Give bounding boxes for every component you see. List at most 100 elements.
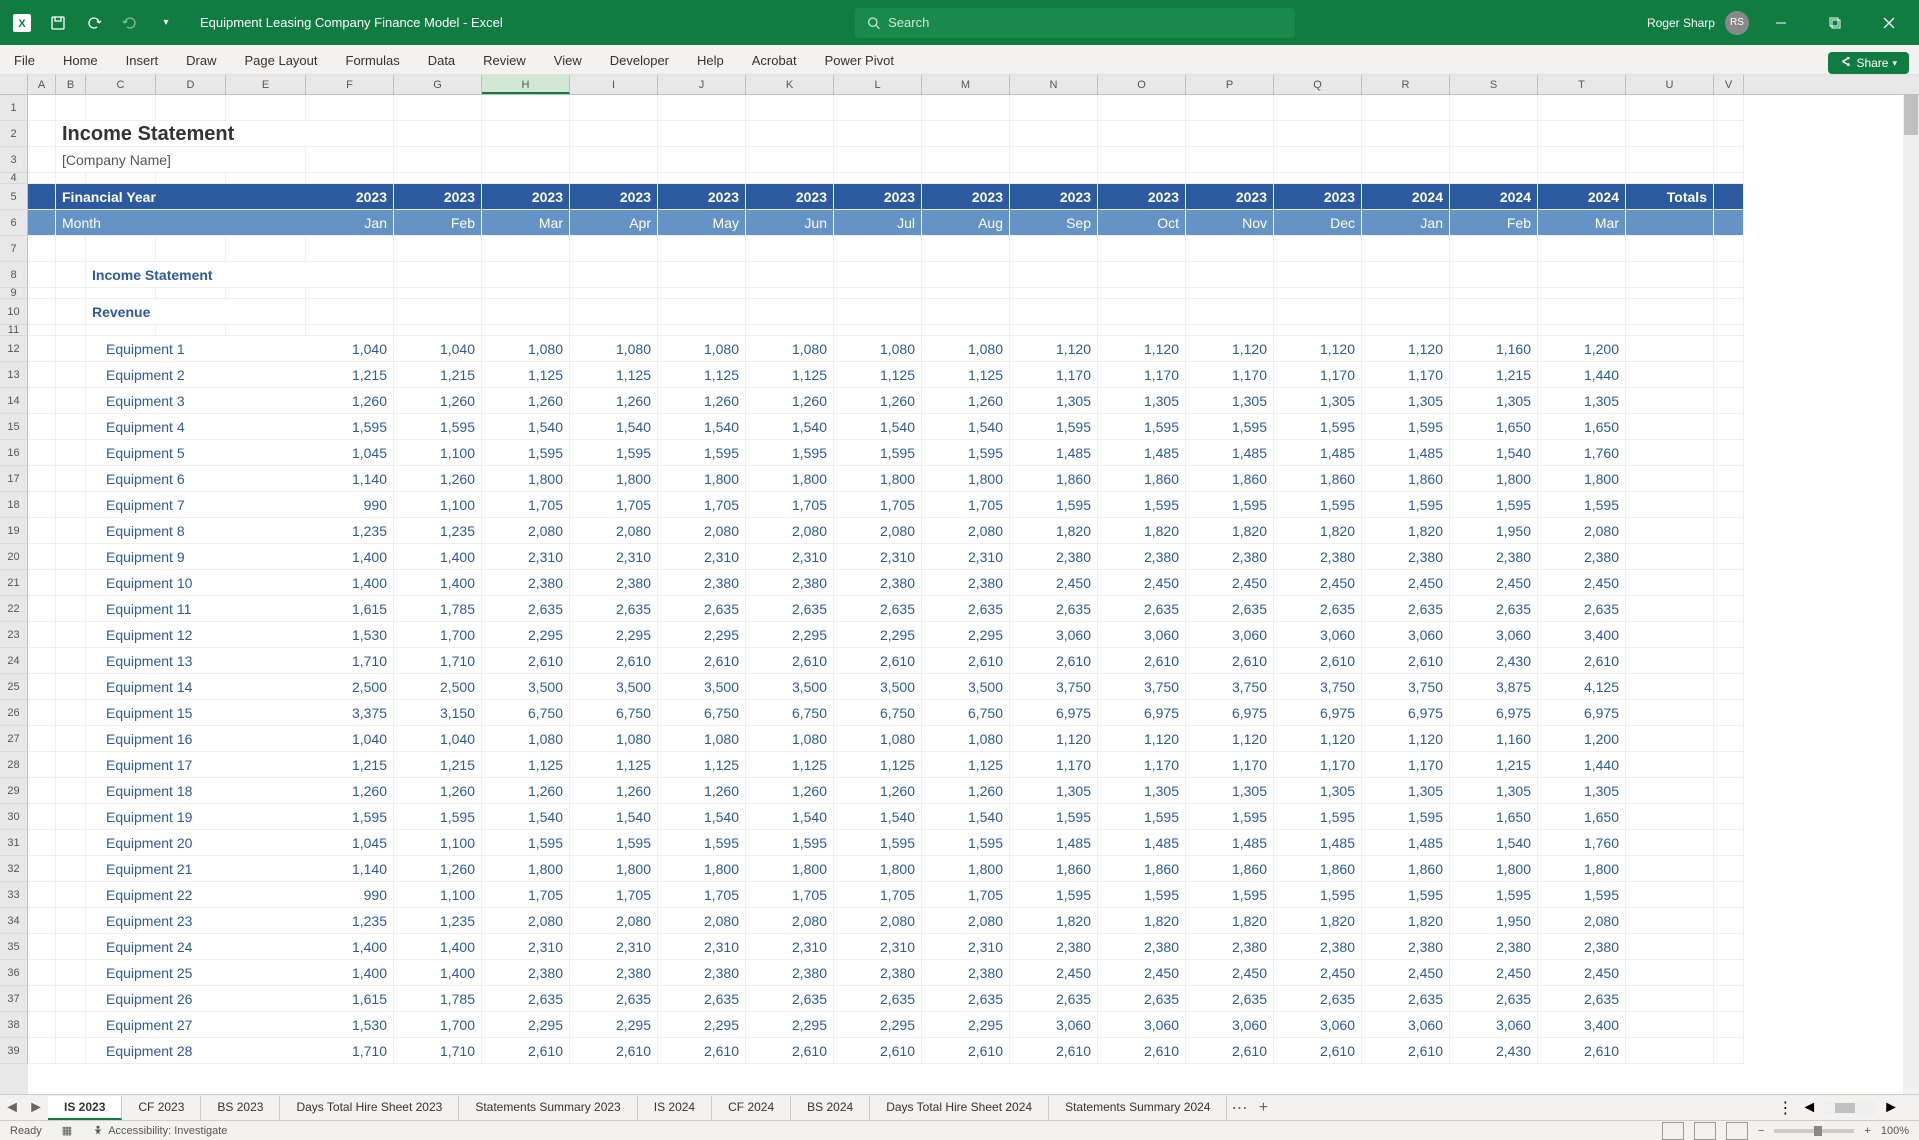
cell[interactable] [1626, 622, 1714, 648]
data-cell[interactable]: 2,610 [922, 1038, 1010, 1064]
cell[interactable] [1714, 882, 1744, 908]
data-cell[interactable]: 2,635 [658, 596, 746, 622]
data-cell[interactable]: 2,295 [834, 622, 922, 648]
cell[interactable] [834, 262, 922, 288]
cell[interactable] [1714, 210, 1744, 236]
cell[interactable] [1186, 173, 1274, 184]
data-cell[interactable]: 3,060 [1186, 1012, 1274, 1038]
cell[interactable] [28, 882, 56, 908]
data-cell[interactable]: 1,100 [394, 830, 482, 856]
data-cell[interactable]: 1,260 [658, 388, 746, 414]
data-cell[interactable]: 2,295 [482, 1012, 570, 1038]
data-cell[interactable]: 1,125 [746, 752, 834, 778]
row-header-19[interactable]: 19 [0, 518, 28, 544]
cell[interactable] [156, 325, 226, 336]
data-cell[interactable]: 2,380 [1010, 934, 1098, 960]
cell[interactable] [86, 173, 156, 184]
cell[interactable] [1186, 288, 1274, 299]
year-header[interactable]: 2023 [1274, 184, 1362, 210]
data-cell[interactable]: 1,710 [306, 1038, 394, 1064]
cell[interactable] [56, 544, 86, 570]
data-cell[interactable]: 2,380 [1274, 544, 1362, 570]
cell[interactable] [746, 236, 834, 262]
data-cell[interactable]: 2,450 [1274, 960, 1362, 986]
column-header-P[interactable]: P [1186, 75, 1274, 94]
data-cell[interactable]: 1,400 [306, 960, 394, 986]
column-header-Q[interactable]: Q [1274, 75, 1362, 94]
data-cell[interactable]: 1,485 [1098, 830, 1186, 856]
sheet-tab-cf-2024[interactable]: CF 2024 [712, 1096, 791, 1120]
data-cell[interactable]: 2,635 [1186, 986, 1274, 1012]
cell[interactable] [1714, 934, 1744, 960]
data-cell[interactable]: 1,540 [658, 414, 746, 440]
data-cell[interactable]: 3,750 [1010, 674, 1098, 700]
data-cell[interactable]: 1,125 [570, 362, 658, 388]
data-cell[interactable]: 2,380 [658, 960, 746, 986]
cell[interactable] [1626, 362, 1714, 388]
sheet-tab-is-2023[interactable]: IS 2023 [48, 1096, 122, 1120]
data-cell[interactable]: 1,400 [306, 544, 394, 570]
ribbon-tab-file[interactable]: File [0, 47, 49, 74]
cell[interactable] [746, 173, 834, 184]
data-cell[interactable]: 1,860 [1098, 466, 1186, 492]
equipment-label[interactable]: Equipment 9 [86, 544, 306, 570]
sheet-nav-next[interactable]: ► [24, 1099, 48, 1117]
cell[interactable] [1626, 1038, 1714, 1064]
cell[interactable] [746, 147, 834, 173]
data-cell[interactable]: 1,485 [1186, 440, 1274, 466]
cell[interactable] [28, 804, 56, 830]
cell[interactable] [28, 336, 56, 362]
data-cell[interactable]: 3,060 [1098, 1012, 1186, 1038]
data-cell[interactable]: 3,500 [570, 674, 658, 700]
data-cell[interactable]: 2,380 [834, 960, 922, 986]
cell[interactable] [570, 288, 658, 299]
data-cell[interactable]: 2,610 [1098, 648, 1186, 674]
equipment-label[interactable]: Equipment 11 [86, 596, 306, 622]
data-cell[interactable]: 1,260 [394, 466, 482, 492]
data-cell[interactable]: 1,800 [1538, 856, 1626, 882]
data-cell[interactable]: 2,610 [1538, 1038, 1626, 1064]
section-income-statement[interactable]: Income Statement [86, 262, 306, 288]
data-cell[interactable]: 1,170 [1274, 362, 1362, 388]
cell[interactable] [1186, 236, 1274, 262]
data-cell[interactable]: 2,310 [746, 544, 834, 570]
cell[interactable] [1626, 986, 1714, 1012]
data-cell[interactable]: 1,595 [1362, 804, 1450, 830]
cell[interactable] [1010, 173, 1098, 184]
cell[interactable] [226, 299, 306, 325]
cell[interactable] [1714, 856, 1744, 882]
equipment-label[interactable]: Equipment 21 [86, 856, 306, 882]
data-cell[interactable]: 2,380 [482, 960, 570, 986]
data-cell[interactable]: 1,100 [394, 882, 482, 908]
month-header[interactable]: Feb [394, 210, 482, 236]
zoom-out-button[interactable]: − [1758, 1125, 1764, 1137]
data-cell[interactable]: 2,380 [834, 570, 922, 596]
cell[interactable] [1362, 121, 1450, 147]
data-cell[interactable]: 2,380 [1450, 934, 1538, 960]
cell[interactable] [1626, 570, 1714, 596]
cell[interactable] [658, 288, 746, 299]
data-cell[interactable]: 1,215 [1450, 752, 1538, 778]
data-cell[interactable]: 6,975 [1450, 700, 1538, 726]
data-cell[interactable]: 1,705 [746, 882, 834, 908]
data-cell[interactable]: 1,705 [570, 882, 658, 908]
data-cell[interactable]: 1,705 [658, 882, 746, 908]
data-cell[interactable]: 1,485 [1010, 830, 1098, 856]
data-cell[interactable]: 1,260 [922, 388, 1010, 414]
cell[interactable] [156, 288, 226, 299]
data-cell[interactable]: 2,610 [1362, 648, 1450, 674]
cell[interactable] [658, 121, 746, 147]
data-cell[interactable]: 2,310 [922, 934, 1010, 960]
data-cell[interactable]: 1,540 [746, 804, 834, 830]
cell[interactable] [156, 95, 226, 121]
cell[interactable] [28, 288, 56, 299]
cell[interactable] [1626, 388, 1714, 414]
ribbon-tab-developer[interactable]: Developer [596, 47, 683, 74]
data-cell[interactable]: 1,595 [658, 830, 746, 856]
row-header-24[interactable]: 24 [0, 648, 28, 674]
data-cell[interactable]: 1,125 [922, 752, 1010, 778]
data-cell[interactable]: 1,530 [306, 1012, 394, 1038]
data-cell[interactable]: 2,380 [1010, 544, 1098, 570]
data-cell[interactable]: 2,310 [482, 934, 570, 960]
data-cell[interactable]: 2,635 [834, 596, 922, 622]
